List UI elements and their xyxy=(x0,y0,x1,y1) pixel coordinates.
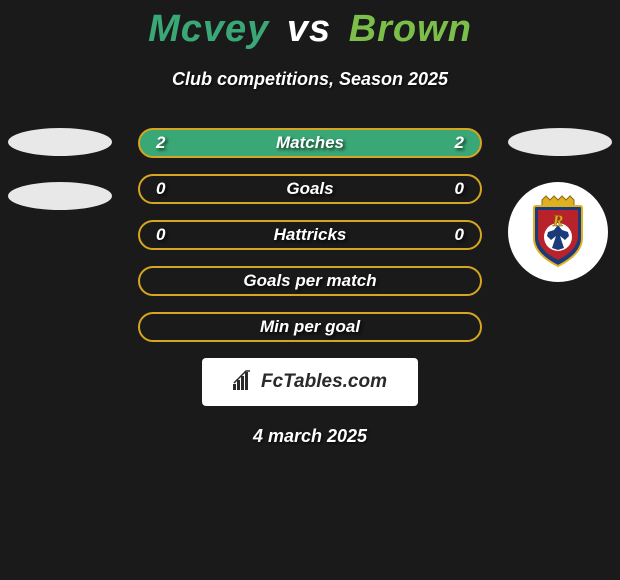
right-avatar-column: R xyxy=(508,128,612,282)
stat-left-value: 0 xyxy=(156,179,165,199)
page-title: Mcvey vs Brown xyxy=(0,0,620,51)
title-player2: Brown xyxy=(349,8,472,50)
stat-row-goals: 0 Goals 0 xyxy=(138,174,482,204)
branding-badge: FcTables.com xyxy=(202,358,418,406)
stat-right-value: 2 xyxy=(455,133,464,153)
main-area: R 2 Matches 2 0 Goals 0 0 Hattricks 0 Go… xyxy=(0,128,620,447)
title-player1: Mcvey xyxy=(148,8,269,50)
subtitle: Club competitions, Season 2025 xyxy=(0,69,620,90)
stat-right-value: 0 xyxy=(455,179,464,199)
stat-label: Matches xyxy=(276,133,344,153)
player1-team-placeholder xyxy=(8,182,112,210)
stat-label: Hattricks xyxy=(274,225,347,245)
stat-rows: 2 Matches 2 0 Goals 0 0 Hattricks 0 Goal… xyxy=(138,128,482,342)
stat-left-value: 0 xyxy=(156,225,165,245)
svg-text:R: R xyxy=(552,213,564,230)
stat-left-value: 2 xyxy=(156,133,165,153)
stat-label: Goals per match xyxy=(243,271,376,291)
title-vs: vs xyxy=(287,8,331,50)
shield-crest-icon: R xyxy=(518,192,598,272)
stat-label: Min per goal xyxy=(260,317,360,337)
player2-team-logo: R xyxy=(508,182,608,282)
player2-avatar-placeholder xyxy=(508,128,612,156)
bar-chart-icon xyxy=(233,370,255,395)
stat-row-matches: 2 Matches 2 xyxy=(138,128,482,158)
stat-row-min-per-goal: Min per goal xyxy=(138,312,482,342)
branding-text: FcTables.com xyxy=(261,371,387,393)
player1-avatar-placeholder xyxy=(8,128,112,156)
stat-row-goals-per-match: Goals per match xyxy=(138,266,482,296)
stat-right-value: 0 xyxy=(455,225,464,245)
stat-row-hattricks: 0 Hattricks 0 xyxy=(138,220,482,250)
stat-label: Goals xyxy=(286,179,333,199)
date-text: 4 march 2025 xyxy=(0,426,620,447)
left-avatar-column xyxy=(8,128,112,236)
